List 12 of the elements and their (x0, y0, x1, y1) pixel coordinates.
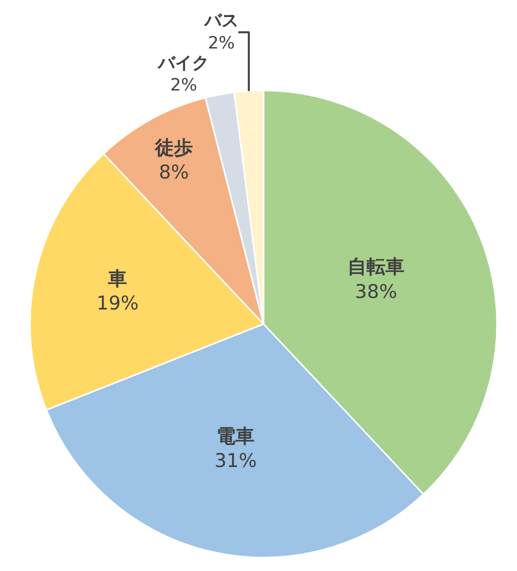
slice-label: 徒歩 (154, 136, 193, 159)
data-label: 2% (170, 75, 198, 96)
slice-label: バイク (157, 53, 210, 74)
data-label: 8% (158, 161, 189, 184)
slice-label: 自転車 (348, 256, 404, 278)
data-label: 19% (96, 292, 139, 315)
data-label: 31% (214, 450, 257, 472)
data-label: 2% (208, 33, 235, 54)
slice-label: 電車 (216, 425, 255, 448)
data-label: 38% (354, 280, 398, 303)
slice-label: バス (203, 11, 238, 32)
slice-label: 車 (107, 268, 128, 290)
